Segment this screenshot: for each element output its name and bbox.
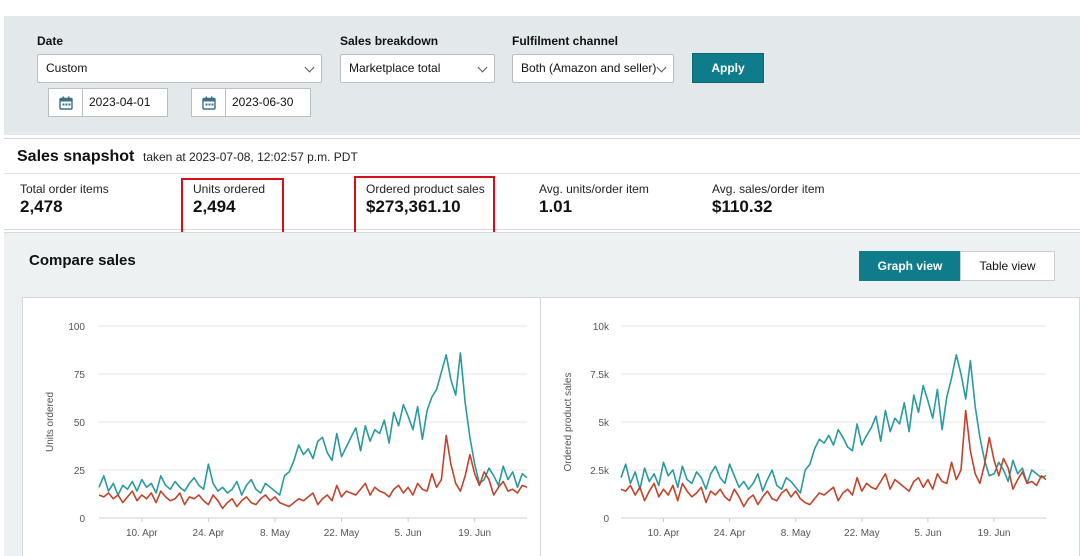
x-tick-label: 8. May xyxy=(260,528,290,539)
ordered-product-sales-highlight-box xyxy=(354,176,495,234)
metric-total-order-items: Total order items 2,478 xyxy=(20,182,109,217)
metric-label: Total order items xyxy=(20,182,109,196)
sales-breakdown-select[interactable]: Marketplace total xyxy=(340,54,495,83)
y-tick-label: 75 xyxy=(74,370,86,381)
x-tick-label: 10. Apr xyxy=(126,528,158,539)
metric-value: 1.01 xyxy=(539,197,573,216)
date-label: Date xyxy=(37,34,64,48)
sales-snapshot-header: Sales snapshot taken at 2023-07-08, 12:0… xyxy=(4,138,1080,174)
sales-snapshot-title: Sales snapshot xyxy=(17,148,135,165)
table-view-button[interactable]: Table view xyxy=(960,251,1055,281)
sales-breakdown-label: Sales breakdown xyxy=(340,34,439,48)
date-range-value: Custom xyxy=(46,61,88,75)
metric-units-ordered: Units ordered 2,494 xyxy=(193,182,265,217)
fulfilment-channel-label: Fulfilment channel xyxy=(512,34,619,48)
start-date-picker[interactable]: 2023-04-01 xyxy=(48,88,168,117)
metric-ordered-product-sales: Ordered product sales $273,361.10 xyxy=(366,182,485,217)
x-tick-label: 24. Apr xyxy=(714,528,746,539)
metric-label: Avg. sales/order item xyxy=(712,182,825,196)
series-line-0 xyxy=(620,353,1047,494)
chevron-down-icon xyxy=(304,62,315,73)
metric-value: 2,494 xyxy=(193,197,236,216)
chevron-down-icon xyxy=(656,62,667,73)
snapshot-timestamp: taken at 2023-07-08, 12:02:57 p.m. PDT xyxy=(143,150,358,164)
calendar-icon[interactable] xyxy=(49,89,82,116)
metric-avg-units-per-order-item: Avg. units/order item 1.01 xyxy=(539,182,649,217)
metric-value: 2,478 xyxy=(20,197,63,216)
metric-avg-sales-per-order-item: Avg. sales/order item $110.32 xyxy=(712,182,825,217)
x-tick-label: 5. Jun xyxy=(394,528,421,539)
y-tick-label: 0 xyxy=(603,514,609,525)
y-axis-label: Ordered product sales xyxy=(563,373,574,472)
y-tick-label: 25 xyxy=(74,466,86,477)
metric-label: Avg. units/order item xyxy=(539,182,649,196)
y-tick-label: 5k xyxy=(598,418,610,429)
x-tick-label: 24. Apr xyxy=(193,528,225,539)
y-tick-label: 100 xyxy=(68,322,85,333)
y-tick-label: 10k xyxy=(593,322,610,333)
start-date-input[interactable]: 2023-04-01 xyxy=(82,89,167,116)
y-tick-label: 50 xyxy=(74,418,86,429)
y-axis-label: Units ordered xyxy=(45,392,56,452)
metric-label: Units ordered xyxy=(193,182,266,196)
y-tick-label: 7.5k xyxy=(590,370,610,381)
fulfilment-channel-value: Both (Amazon and seller) xyxy=(521,61,657,75)
x-tick-label: 19. Jun xyxy=(458,528,491,539)
units-ordered-chart: 0 25 50 75 100 Units ordered 10. Apr 24. Apr 8. … xyxy=(45,322,528,539)
y-tick-label: 2.5k xyxy=(590,466,610,477)
chevron-down-icon xyxy=(477,62,488,73)
compare-sales-panel: Compare sales Graph view Table view 0 25 5… xyxy=(4,232,1080,556)
filter-bar: Date Custom 2023-04-01 xyxy=(4,16,1080,135)
metric-label: Ordered product sales xyxy=(366,182,485,196)
calendar-icon[interactable] xyxy=(192,89,225,116)
date-range-select[interactable]: Custom xyxy=(37,54,322,83)
units-ordered-highlight-box xyxy=(181,178,284,234)
chart-divider xyxy=(540,298,541,556)
x-tick-label: 8. May xyxy=(781,528,811,539)
x-tick-label: 19. Jun xyxy=(978,528,1011,539)
metric-value: $110.32 xyxy=(712,197,773,216)
graph-view-button[interactable]: Graph view xyxy=(859,251,961,281)
sales-breakdown-value: Marketplace total xyxy=(349,61,441,75)
x-tick-label: 10. Apr xyxy=(648,528,680,539)
apply-button[interactable]: Apply xyxy=(692,53,764,83)
x-tick-label: 22. May xyxy=(844,528,880,539)
compare-sales-title: Compare sales xyxy=(29,252,136,269)
metric-value: $273,361.10 xyxy=(366,197,461,216)
y-tick-label: 0 xyxy=(79,514,85,525)
charts-container: 0 25 50 75 100 Units ordered 10. Apr 24. Apr 8. … xyxy=(22,297,1080,556)
x-tick-label: 5. Jun xyxy=(914,528,941,539)
series-line-0 xyxy=(98,352,528,496)
series-line-1 xyxy=(98,434,528,510)
ordered-product-sales-chart: 0 2.5k 5k 7.5k 10k Ordered product sales 10. A… xyxy=(563,322,1047,539)
snapshot-metrics: Total order items 2,478 Units ordered 2,… xyxy=(4,174,1080,230)
fulfilment-channel-select[interactable]: Both (Amazon and seller) xyxy=(512,54,674,83)
end-date-input[interactable]: 2023-06-30 xyxy=(225,89,310,116)
x-tick-label: 22. May xyxy=(324,528,360,539)
end-date-picker[interactable]: 2023-06-30 xyxy=(191,88,311,117)
series-line-1 xyxy=(620,409,1047,508)
